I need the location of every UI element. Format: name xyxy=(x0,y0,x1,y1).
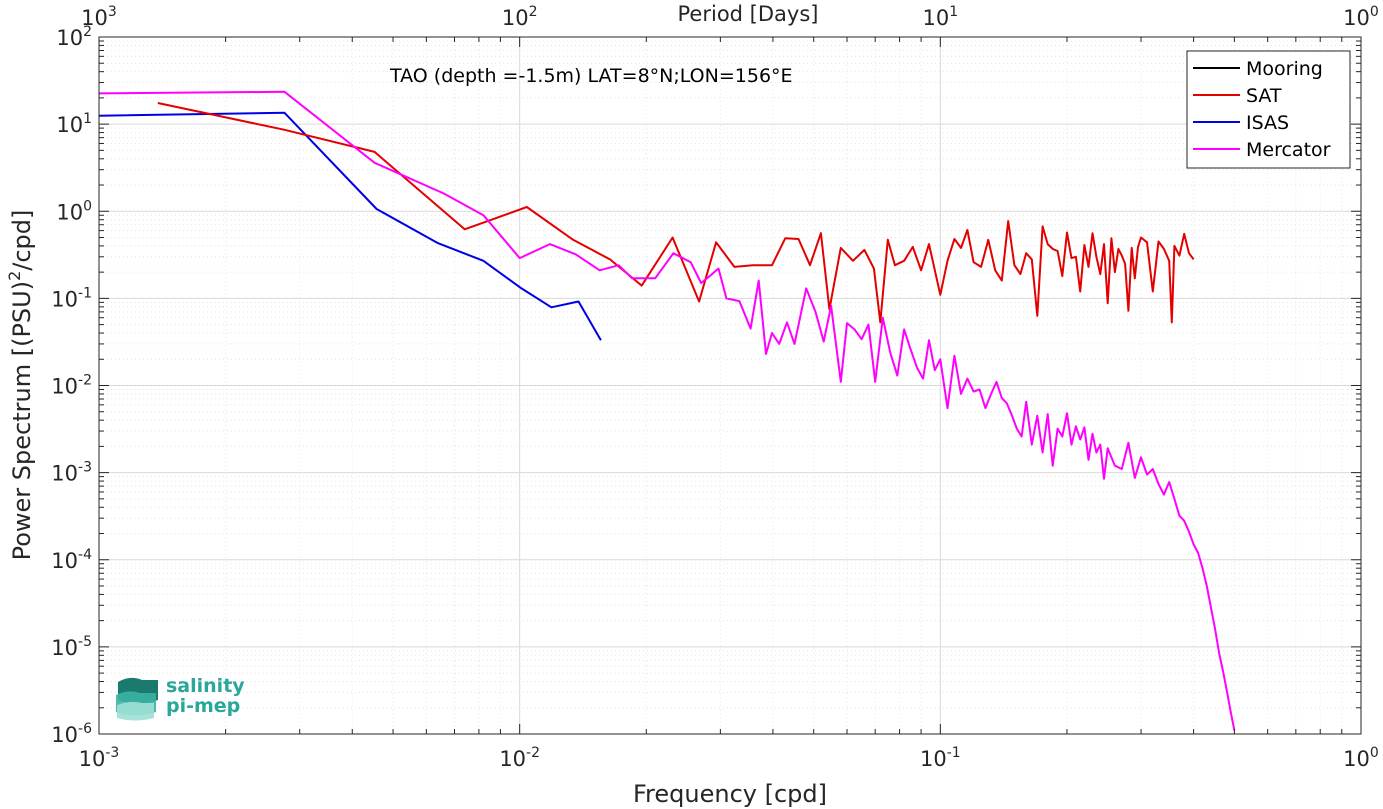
top-tick-label: 100 xyxy=(1343,4,1379,30)
legend-label-sat: SAT xyxy=(1246,85,1282,107)
y-axis-label-exp: 2 xyxy=(5,271,24,281)
legend-label-mooring: Mooring xyxy=(1246,58,1323,80)
legend-label-mercator: Mercator xyxy=(1246,139,1331,161)
y-axis-label-end: /cpd] xyxy=(8,210,36,271)
y-tick-label: 101 xyxy=(56,111,92,137)
logo-line1: salinity xyxy=(166,675,245,697)
series-line-isas xyxy=(98,111,602,341)
x-axis-label: Frequency [cpd] xyxy=(633,780,827,808)
series-layer xyxy=(98,90,1236,731)
logo-wave-front xyxy=(117,701,154,721)
x-tick-label: 10-1 xyxy=(920,745,961,771)
legend: Mooring SAT ISAS Mercator xyxy=(1186,50,1351,169)
y-tick-label: 102 xyxy=(56,24,92,50)
top-tick-label: 103 xyxy=(81,4,117,30)
logo-line2: pi-mep xyxy=(166,695,240,717)
y-axis-label: Power Spectrum [(PSU)2/cpd] xyxy=(5,210,36,561)
y-tick-label: 10-5 xyxy=(51,634,92,660)
legend-label-isas: ISAS xyxy=(1246,112,1289,134)
y-tick-label: 10-6 xyxy=(51,721,92,747)
series-line-sat xyxy=(157,102,1195,324)
x-tick-label: 10-3 xyxy=(79,745,120,771)
y-tick-label: 10-1 xyxy=(51,285,92,311)
top-tick-label: 102 xyxy=(502,4,538,30)
tick-marks xyxy=(98,36,1362,735)
top-axis-label: Period [Days] xyxy=(678,2,819,26)
y-tick-label: 10-2 xyxy=(51,373,92,399)
chart-annotation: TAO (depth =-1.5m) LAT=8°N;LON=156°E xyxy=(389,65,793,87)
salinity-pi-mep-logo: salinity pi-mep xyxy=(116,675,245,721)
y-tick-label: 10-3 xyxy=(51,460,92,486)
series-line-mercator xyxy=(98,90,1236,731)
y-axis-label-main: Power Spectrum [(PSU) xyxy=(8,281,36,560)
top-tick-label: 101 xyxy=(923,4,959,30)
x-tick-label: 100 xyxy=(1343,745,1379,771)
y-tick-label: 10-4 xyxy=(51,547,92,573)
x-tick-label: 10-2 xyxy=(499,745,540,771)
y-tick-label: 100 xyxy=(56,198,92,224)
